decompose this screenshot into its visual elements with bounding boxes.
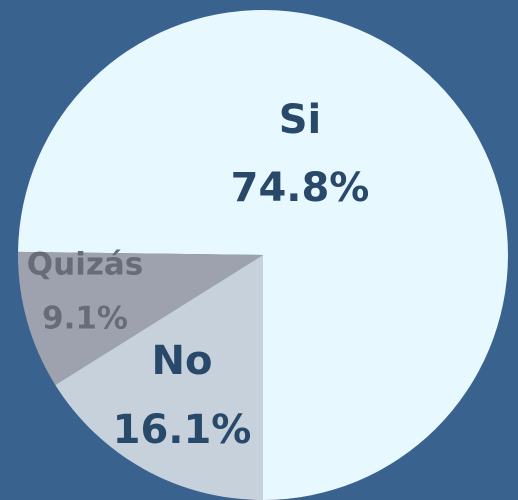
- slice-value-label: 16.1%: [113, 407, 252, 453]
- slice-label: Quizás: [27, 247, 143, 283]
- slice-value-label: 74.8%: [231, 165, 370, 211]
- pie-slice: [55, 255, 263, 500]
- slice-label: No: [152, 338, 213, 384]
- slice-value-label: 9.1%: [42, 301, 128, 337]
- pie-slice: [18, 251, 263, 385]
- slice-label: Si: [279, 97, 322, 143]
- pie-slice: [18, 9, 508, 500]
